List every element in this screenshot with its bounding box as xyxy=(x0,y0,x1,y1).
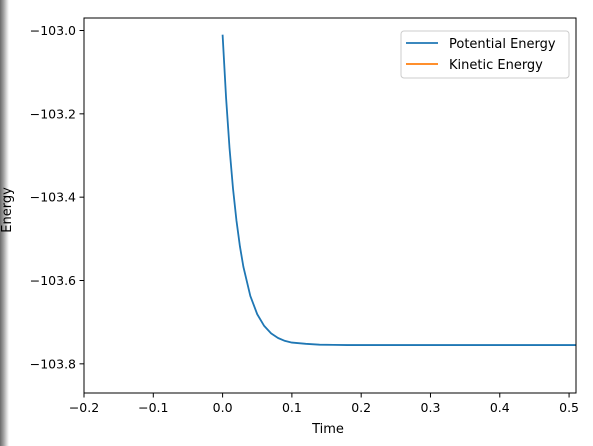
x-tick-label: −0.1 xyxy=(138,400,168,415)
legend: Potential Energy Kinetic Energy xyxy=(400,30,570,79)
y-tick-label: −103.6 xyxy=(30,273,76,288)
series-layer xyxy=(221,34,576,346)
plot-frame xyxy=(83,17,577,394)
x-tick-label: 0.3 xyxy=(421,400,441,415)
y-tick-label: −103.0 xyxy=(30,23,76,38)
legend-label-kinetic-energy: Kinetic Energy xyxy=(449,58,543,73)
x-axis: −0.2 −0.1 0.0 0.1 0.2 0.3 0.4 0.5 xyxy=(69,393,579,415)
y-tick-label: −103.2 xyxy=(30,106,76,121)
y-axis: −103.0 −103.2 −103.4 −103.6 −103.8 xyxy=(30,23,84,371)
y-tick-label: −103.8 xyxy=(30,356,76,371)
x-tick-label: 0.0 xyxy=(213,400,233,415)
x-tick-label: 0.2 xyxy=(351,400,371,415)
legend-box xyxy=(400,30,570,79)
y-tick-label: −103.4 xyxy=(30,190,76,205)
x-tick-label: −0.2 xyxy=(69,400,99,415)
legend-label-potential-energy: Potential Energy xyxy=(449,37,556,52)
x-tick-label: 0.1 xyxy=(282,400,302,415)
window-edge-shadow xyxy=(0,0,9,446)
series-line-potential-energy xyxy=(221,34,576,346)
x-axis-label: Time xyxy=(311,422,344,437)
plot-background xyxy=(84,18,576,393)
x-tick-label: 0.5 xyxy=(559,400,579,415)
y-axis-label: Energy xyxy=(0,187,15,233)
x-tick-label: 0.4 xyxy=(490,400,510,415)
